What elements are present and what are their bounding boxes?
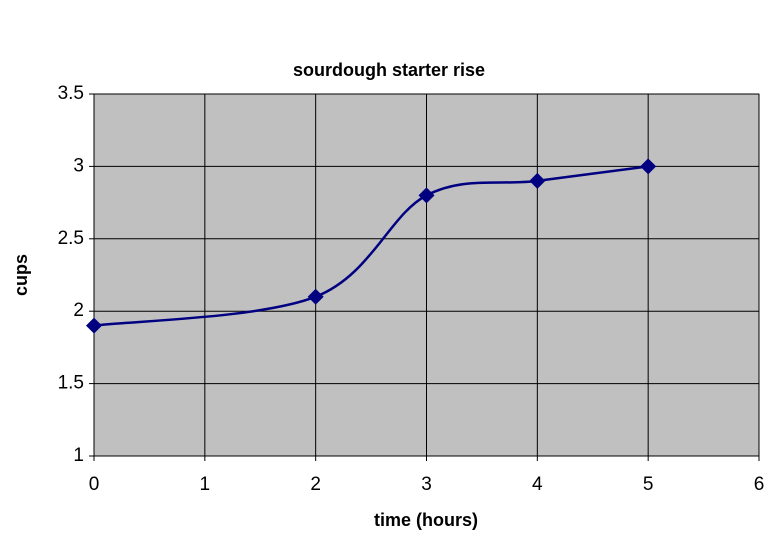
x-tick-label: 5	[643, 474, 654, 495]
y-tick-label: 2.5	[58, 228, 84, 249]
x-tick-label: 6	[754, 474, 765, 495]
x-tick-label: 4	[532, 474, 543, 495]
y-tick-label: 1	[73, 445, 84, 466]
y-tick-label: 3.5	[58, 83, 84, 104]
data-point	[640, 158, 657, 175]
data-point	[529, 172, 546, 189]
x-axis-label: time (hours)	[374, 510, 478, 530]
y-axis-label: cups	[11, 254, 31, 296]
data-point	[418, 187, 435, 204]
x-tick-label: 0	[89, 474, 100, 495]
x-tick-label: 2	[310, 474, 321, 495]
y-tick-label: 2	[73, 300, 84, 321]
data-point	[86, 317, 102, 334]
data-line	[93, 165, 649, 327]
y-tick-label: 3	[73, 155, 84, 176]
x-tick-label: 1	[200, 474, 211, 495]
y-tick-label: 1.5	[58, 373, 84, 394]
data-point	[307, 288, 324, 305]
chart-title: sourdough starter rise	[293, 60, 485, 80]
x-tick-label: 3	[421, 474, 432, 495]
